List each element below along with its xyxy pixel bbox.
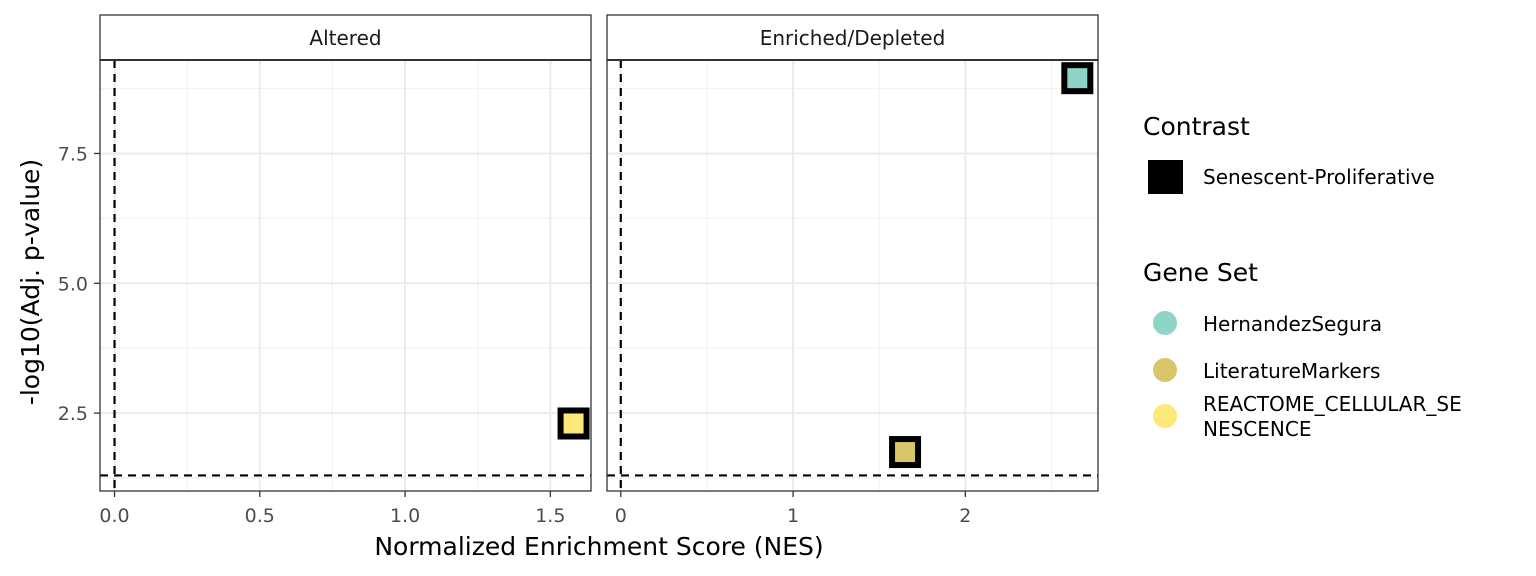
facet-strip bbox=[99, 14, 592, 61]
facet-panel-0: Altered 0.0 0.5 1.0 1.5 bbox=[99, 14, 592, 527]
legend-label-line2: NESCENCE bbox=[1203, 417, 1311, 441]
data-point bbox=[1061, 62, 1094, 95]
x-tick-label: 0.0 bbox=[99, 505, 129, 527]
y-tick-label: 7.5 bbox=[58, 143, 88, 165]
legend-label: HernandezSegura bbox=[1203, 312, 1382, 336]
facet-strip-label: Enriched/Depleted bbox=[760, 26, 946, 50]
y-tick-label: 5.0 bbox=[58, 273, 88, 295]
data-point bbox=[557, 407, 590, 440]
legend-title-gene-set: Gene Set bbox=[1143, 258, 1258, 287]
legend-key-circle bbox=[1153, 358, 1177, 382]
x-tick-label: 1 bbox=[787, 505, 799, 527]
legend-label: Senescent-Proliferative bbox=[1203, 165, 1435, 189]
x-tick-label: 1.0 bbox=[390, 505, 420, 527]
legend-key-circle bbox=[1153, 311, 1177, 335]
panel-border bbox=[99, 59, 592, 492]
y-tick-label: 2.5 bbox=[58, 403, 88, 425]
data-point bbox=[889, 436, 922, 469]
x-tick-label: 0 bbox=[615, 505, 627, 527]
panel-border bbox=[606, 59, 1099, 492]
legend-key-circle bbox=[1153, 404, 1177, 428]
legend-label: LiteratureMarkers bbox=[1203, 359, 1380, 383]
facet-strip-label: Altered bbox=[309, 26, 381, 50]
facet-panel-1: Enriched/Depleted 0 1 2 bbox=[606, 14, 1099, 527]
legend-label-line1: REACTOME_CELLULAR_SE bbox=[1203, 392, 1462, 416]
x-axis-title: Normalized Enrichment Score (NES) bbox=[374, 532, 823, 561]
y-axis-title: -log10(Adj. p-value) bbox=[16, 159, 45, 405]
legend: Contrast Senescent-Proliferative Gene Set H… bbox=[1143, 112, 1462, 441]
legend-key-square bbox=[1148, 160, 1183, 194]
legend-title-contrast: Contrast bbox=[1143, 112, 1250, 141]
x-tick-label: 1.5 bbox=[535, 505, 565, 527]
facet-strip bbox=[606, 14, 1099, 61]
facet-panels: Altered 0.0 0.5 1.0 1.5 Enriched/Depleted 0 1 2 bbox=[99, 14, 1099, 527]
x-tick-label: 0.5 bbox=[245, 505, 275, 527]
x-tick-label: 2 bbox=[959, 505, 971, 527]
y-axis: 2.5 5.0 7.5 bbox=[58, 143, 100, 425]
